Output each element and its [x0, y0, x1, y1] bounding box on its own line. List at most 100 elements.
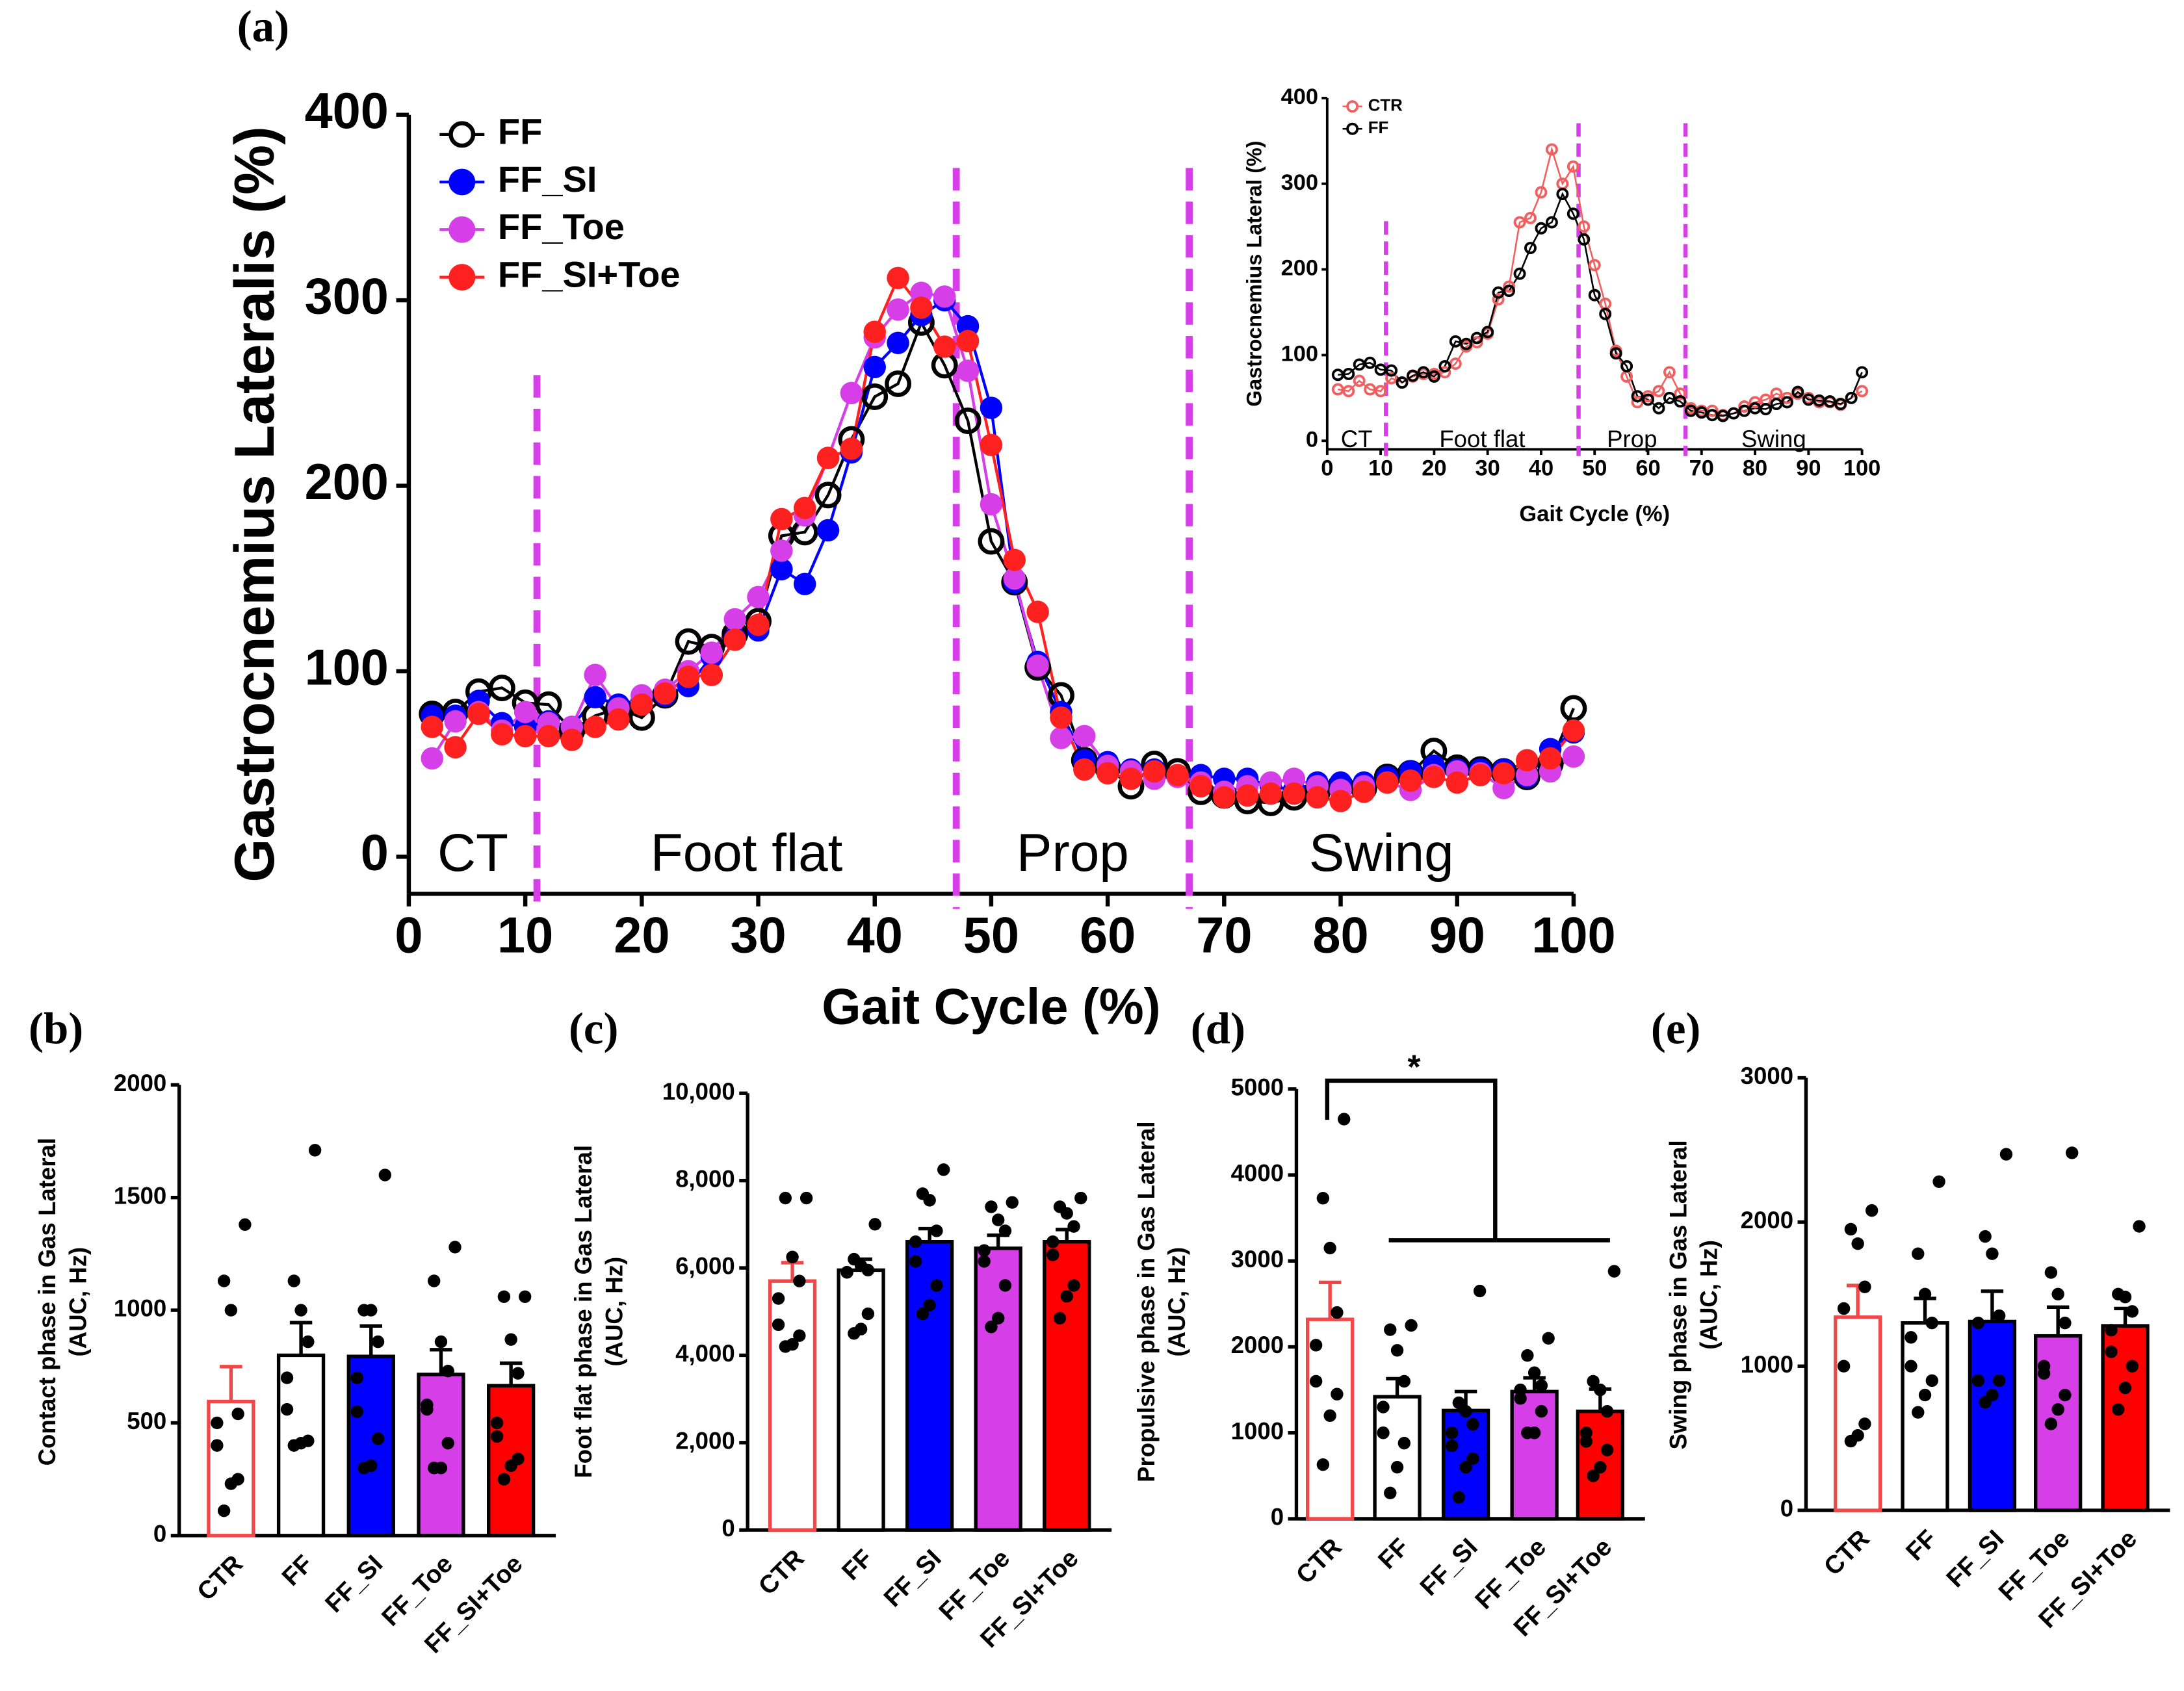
x-tick-label: FF_SI: [320, 1550, 388, 1618]
data-point: [1823, 395, 1836, 408]
x-tick-label: 50: [1582, 456, 1607, 481]
data-point: [1375, 771, 1399, 794]
data-point: [2112, 1403, 2125, 1416]
legend-label: CTR: [1368, 97, 1403, 115]
data-point: [840, 1266, 853, 1279]
data-point: [584, 686, 606, 709]
data-point: [1074, 1191, 1087, 1205]
y-tick-label: 2000: [1231, 1332, 1284, 1358]
bar: [768, 1279, 817, 1532]
data-point: [1316, 1458, 1330, 1471]
x-tick-label: 60: [1635, 456, 1660, 481]
data-point: [1026, 600, 1049, 623]
data-point: [280, 1402, 294, 1416]
x-tick-label: FF: [277, 1550, 318, 1592]
data-point: [770, 558, 793, 581]
x-tick-label: CTR: [1291, 1533, 1347, 1590]
data-point: [1979, 1230, 1992, 1243]
data-point: [1143, 760, 1166, 783]
data-point: [1717, 409, 1730, 422]
bar: [1901, 1321, 1949, 1512]
x-tick-label: FF: [837, 1544, 878, 1586]
phase-label: Prop: [1017, 823, 1129, 883]
data-point: [1993, 1309, 2006, 1323]
data-point: [1309, 1375, 1323, 1388]
data-point: [1473, 1284, 1487, 1298]
data-point: [1259, 782, 1282, 805]
y-tick-label: 200: [1281, 256, 1318, 281]
data-point: [1449, 357, 1462, 370]
data-point: [1587, 1375, 1600, 1388]
data-point: [1516, 749, 1539, 772]
data-point: [1858, 1280, 1871, 1293]
data-point: [1390, 1344, 1404, 1357]
data-point: [923, 1298, 936, 1311]
legend-marker: [448, 168, 476, 196]
y-tick-label: 4000: [1231, 1160, 1284, 1187]
data-point: [1971, 1316, 1985, 1330]
y-axis-label: Swing phase in Gas Lateral: [1665, 1140, 1691, 1449]
data-point: [700, 641, 723, 664]
data-point: [1067, 1220, 1080, 1233]
data-point: [1844, 1434, 1858, 1448]
data-point: [1342, 385, 1355, 398]
data-point: [287, 1274, 300, 1287]
data-point: [441, 1365, 454, 1378]
data-point: [772, 1318, 785, 1332]
data-point: [350, 1405, 363, 1418]
phase-label: Swing: [1741, 426, 1806, 452]
y-tick-label: 100: [305, 639, 389, 695]
data-point: [1566, 160, 1580, 173]
data-point: [887, 266, 909, 290]
bar: [974, 1246, 1022, 1532]
x-axis-label: Gait Cycle (%): [1519, 502, 1670, 526]
data-point: [1396, 376, 1409, 389]
bar: [905, 1240, 954, 1532]
y-tick-label: 10,000: [662, 1078, 735, 1105]
data-point: [1631, 396, 1644, 409]
x-tick-label: 0: [1321, 456, 1333, 481]
x-tick-label: 60: [1080, 908, 1136, 964]
data-point: [308, 1144, 322, 1157]
data-point: [956, 359, 980, 382]
data-point: [1422, 766, 1446, 788]
data-point: [863, 355, 886, 379]
y-tick-label: 1000: [1741, 1351, 1793, 1378]
series-line: [1338, 146, 1863, 417]
data-point: [584, 716, 606, 738]
data-point: [1514, 1392, 1527, 1405]
data-point: [1046, 1248, 1060, 1261]
data-point: [1856, 385, 1869, 398]
data-point: [1466, 1417, 1479, 1431]
data-point: [607, 708, 630, 731]
x-tick-label: 10: [1368, 456, 1393, 481]
data-point: [514, 725, 537, 747]
data-point: [2105, 1345, 2118, 1358]
x-tick-label: 90: [1429, 908, 1485, 964]
data-point: [1492, 762, 1515, 785]
data-point: [1539, 747, 1562, 770]
data-point: [1535, 222, 1548, 235]
panel-label: (e): [1651, 1003, 1700, 1053]
data-point: [560, 729, 584, 751]
data-point: [861, 383, 889, 410]
x-tick-label: 30: [730, 908, 786, 964]
data-point: [434, 1335, 448, 1349]
data-point: [923, 1194, 936, 1207]
x-tick-label: 90: [1796, 456, 1821, 481]
data-point: [770, 539, 793, 562]
x-tick-label: FF: [1373, 1533, 1414, 1575]
data-point: [1323, 1409, 1336, 1422]
y-tick-label: 0: [1306, 427, 1318, 452]
data-point: [1481, 326, 1494, 339]
bar: [1510, 1389, 1559, 1521]
data-point: [1003, 549, 1026, 571]
y-tick-label: 0: [361, 825, 389, 881]
data-point: [1166, 764, 1189, 786]
data-point: [584, 664, 606, 686]
data-point: [1999, 1148, 2013, 1161]
data-point: [444, 736, 467, 759]
data-point: [840, 381, 863, 404]
data-point: [1407, 369, 1419, 382]
data-point: [937, 1163, 950, 1176]
